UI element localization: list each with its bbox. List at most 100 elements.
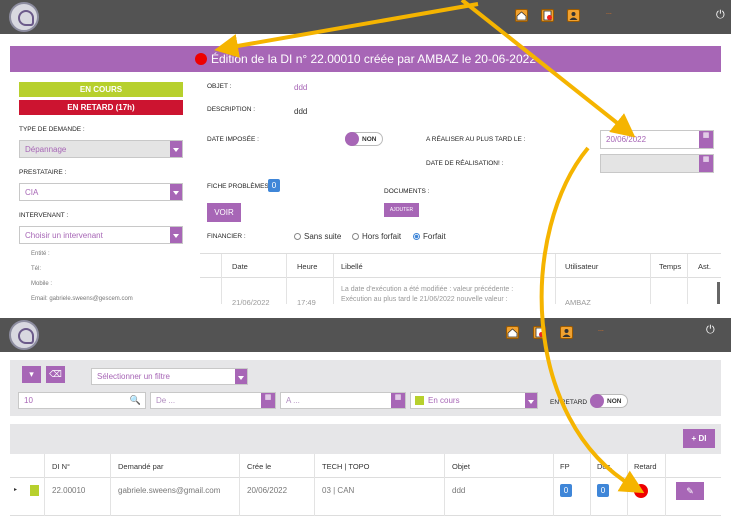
chevron-down-icon[interactable] (235, 369, 247, 384)
top-header-bar (0, 0, 731, 34)
retard-dot-icon (634, 484, 648, 498)
date-to-input[interactable]: A ... ▦ (280, 392, 406, 409)
type-demande-value: Dépannage (25, 144, 67, 154)
toggle-knob (590, 394, 604, 408)
column-divider (221, 254, 222, 304)
collapse-filter-button[interactable]: ▾ (22, 366, 41, 383)
di-col-tech-topo[interactable]: TECH | TOPO (322, 462, 370, 471)
filter-select[interactable]: Sélectionner un filtre (91, 368, 248, 385)
history-col-heure[interactable]: Heure (297, 262, 318, 271)
realiser-date-input[interactable]: 20/06/2022 ▦ (600, 130, 714, 149)
di-col-retard[interactable]: Retard (634, 462, 657, 471)
date-realisation-input[interactable]: ▦ (600, 154, 714, 173)
chevron-down-icon[interactable] (170, 227, 182, 243)
history-col-libelle[interactable]: Libellé (341, 262, 363, 271)
date-from-input[interactable]: De ... ▦ (150, 392, 276, 409)
history-col-temps[interactable]: Temps (659, 262, 682, 271)
objet-value: ddd (294, 83, 308, 92)
history-col-ast[interactable]: Ast. (698, 262, 711, 271)
di-header-row (10, 454, 721, 478)
chevron-down-icon[interactable] (170, 141, 182, 157)
di-col-cree-le[interactable]: Crée le (247, 462, 272, 471)
en-retard-toggle-text: NON (607, 397, 622, 405)
alert-icon[interactable] (541, 9, 554, 22)
date-to-placeholder: A ... (286, 396, 300, 405)
user-icon[interactable] (560, 326, 573, 339)
history-col-date[interactable]: Date (232, 262, 248, 271)
app-logo[interactable] (9, 2, 39, 32)
fiche-problemes-count[interactable]: 0 (268, 179, 280, 192)
date-imposee-toggle[interactable]: NON (345, 132, 383, 146)
di-col-fp[interactable]: FP (560, 462, 570, 471)
chevron-down-icon[interactable] (170, 184, 182, 200)
status-filter-select[interactable]: En cours (410, 392, 538, 409)
di-col-doc[interactable]: Doc. (597, 462, 613, 471)
mobile-label: Mobile : (31, 281, 53, 287)
page-title: Édition de la DI n° 22.00010 créée par A… (210, 52, 536, 66)
scrollbar[interactable] (717, 282, 720, 304)
radio-icon (352, 233, 359, 241)
power-icon[interactable]: ⏻ (706, 324, 715, 336)
user-icon[interactable] (567, 9, 580, 22)
di-col-objet[interactable]: Objet (452, 462, 470, 471)
radio-selected-icon (413, 233, 420, 241)
column-divider (286, 254, 287, 304)
user-name-label[interactable]: ... (606, 9, 612, 16)
di-objet: ddd (452, 486, 466, 495)
di-cree-le: 20/06/2022 (247, 486, 288, 495)
status-en-cours-button[interactable]: EN COURS (19, 82, 183, 97)
date-realisation-label: DATE DE RÉALISATION! : (426, 160, 504, 167)
home-icon[interactable] (506, 326, 519, 339)
page-size-input[interactable]: 10 🔍 (18, 392, 146, 409)
status-filter-value: En cours (428, 396, 460, 405)
di-fp-count[interactable]: 0 (560, 484, 572, 497)
calendar-icon[interactable]: ▦ (699, 155, 713, 172)
alert-icon[interactable] (533, 326, 546, 339)
en-retard-toggle[interactable]: NON (590, 394, 628, 408)
description-value: ddd (294, 107, 308, 116)
column-divider (314, 454, 315, 516)
page-size-value: 10 (24, 396, 33, 405)
di-table: DI N° Demandé par Crée le TECH | TOPO Ob… (10, 454, 721, 516)
bottom-header-bar (0, 318, 731, 352)
di-doc-count[interactable]: 0 (597, 484, 609, 497)
voir-button[interactable]: VOIR (207, 203, 241, 222)
expand-row-icon[interactable]: ▸ (14, 487, 18, 493)
di-number: 22.00010 (52, 486, 86, 495)
radio-label: Sans suite (304, 232, 342, 241)
home-icon[interactable] (515, 9, 528, 22)
prestataire-select[interactable]: CIA (19, 183, 183, 201)
documents-label: DOCUMENTS : (384, 188, 430, 195)
calendar-icon[interactable]: ▦ (261, 393, 275, 408)
type-demande-select[interactable]: Dépannage (19, 140, 183, 158)
status-en-retard-button[interactable]: EN RETARD (17h) (19, 100, 183, 115)
power-icon[interactable]: ⏻ (716, 9, 725, 21)
edit-di-button[interactable]: ✎ (676, 482, 704, 500)
filter-select-placeholder: Sélectionner un filtre (97, 372, 170, 381)
app-logo[interactable] (9, 320, 39, 350)
intervenant-select[interactable]: Choisir un intervenant (19, 226, 183, 244)
chevron-down-icon[interactable] (525, 393, 537, 408)
history-libelle-line1: La date d'exécution a été modifiée : val… (341, 286, 514, 293)
financier-radio-sans-suite[interactable]: Sans suite (294, 232, 341, 241)
financier-radio-hors-forfait[interactable]: Hors forfait (352, 232, 401, 241)
di-tech-topo: 03 | CAN (322, 486, 355, 495)
calendar-icon[interactable]: ▦ (699, 131, 713, 148)
di-row[interactable]: ▸ 22.00010 gabriele.sweens@gmail.com 20/… (10, 479, 721, 503)
window-gap (0, 308, 731, 318)
fiche-problemes-label: FICHE PROBLÈMES : (207, 183, 273, 190)
di-col-demande-par[interactable]: Demandé par (118, 462, 164, 471)
di-col-num[interactable]: DI N° (52, 462, 70, 471)
realiser-date-value: 20/06/2022 (606, 135, 647, 144)
user-name-label[interactable]: ... (598, 326, 604, 333)
search-icon[interactable]: 🔍 (129, 395, 141, 405)
financier-radio-forfait[interactable]: Forfait (413, 232, 446, 241)
ajouter-button[interactable]: AJOUTER (384, 203, 419, 217)
history-date: 21/06/2022 (232, 298, 270, 307)
column-divider (110, 454, 111, 516)
eraser-button[interactable]: ⌫ (46, 366, 65, 383)
calendar-icon[interactable]: ▦ (391, 393, 405, 408)
history-col-utilisateur[interactable]: Utilisateur (565, 262, 599, 271)
history-table: Date Heure Libellé Utilisateur Temps Ast… (200, 253, 721, 307)
add-di-button[interactable]: + DI (683, 429, 715, 448)
